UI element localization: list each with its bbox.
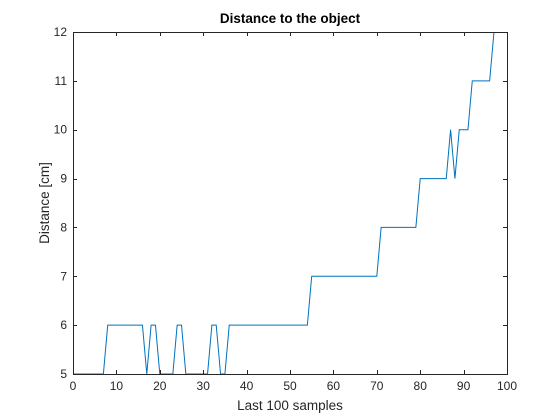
x-tick-label: 70 bbox=[370, 379, 384, 393]
y-tick-label: 7 bbox=[60, 269, 67, 283]
y-tick-label: 8 bbox=[60, 220, 67, 234]
x-axis-title: Last 100 samples bbox=[237, 398, 343, 413]
y-tick-label: 5 bbox=[60, 367, 67, 381]
y-tick-label: 11 bbox=[55, 74, 68, 88]
x-tick-label: 40 bbox=[240, 379, 254, 393]
x-tick-label: 90 bbox=[457, 379, 471, 393]
y-tick-label: 6 bbox=[60, 318, 67, 332]
y-tick-label: 12 bbox=[54, 25, 68, 39]
series-line bbox=[73, 32, 495, 374]
x-tick-label: 20 bbox=[153, 379, 167, 393]
x-tick-label: 30 bbox=[197, 379, 211, 393]
x-tick-label: 50 bbox=[283, 379, 297, 393]
axes-box bbox=[73, 32, 508, 375]
x-tick-label: 0 bbox=[70, 379, 77, 393]
x-tick-label: 60 bbox=[327, 379, 341, 393]
x-tick-label: 100 bbox=[497, 379, 517, 393]
x-tick-label: 80 bbox=[414, 379, 428, 393]
series-layer bbox=[73, 32, 495, 374]
y-tick-label: 9 bbox=[60, 172, 67, 186]
y-axis-title: Distance [cm] bbox=[37, 162, 52, 244]
plot-area bbox=[73, 32, 507, 374]
y-tick-label: 10 bbox=[54, 123, 68, 137]
ticks-layer: 0 10 20 30 40 50 60 70 80 90 100 5 6 7 8 9 10 11 12 bbox=[54, 25, 518, 393]
chart-title: Distance to the object bbox=[220, 11, 361, 26]
x-tick-label: 10 bbox=[110, 379, 124, 393]
